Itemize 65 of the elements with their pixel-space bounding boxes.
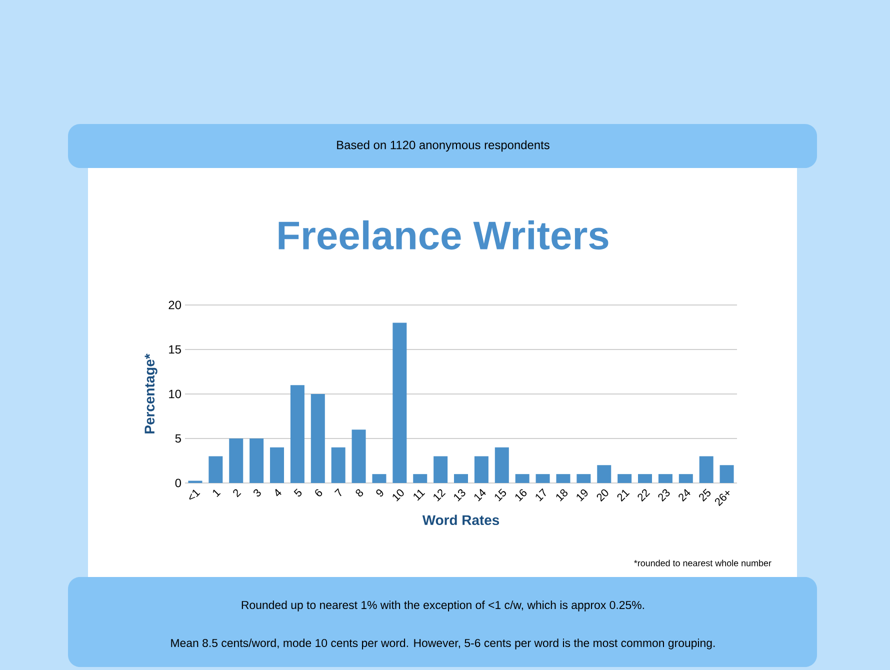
x-tick-label: 21 <box>617 490 630 502</box>
x-tick-label: 3 <box>254 489 261 497</box>
bar <box>208 456 223 483</box>
y-tick-label: 5 <box>175 434 181 443</box>
x-tick-label: 13 <box>454 489 466 502</box>
bar <box>229 438 244 483</box>
x-tick-label: 17 <box>536 488 546 502</box>
bar <box>699 456 714 483</box>
x-tick-label: 26+ <box>714 490 730 506</box>
x-tick-label: 4 <box>275 488 282 496</box>
bar <box>310 394 325 483</box>
x-tick-label: 5 <box>294 488 302 496</box>
x-tick-label: 19 <box>576 489 588 502</box>
x-tick-label: 23 <box>658 489 670 502</box>
x-tick-label: 22 <box>638 489 650 502</box>
text: Rounded up to nearest 1% with the exception of <1 c/w, which is approx 0.25%. <box>242 600 644 612</box>
x-tick-label: 6 <box>315 489 322 496</box>
x-axis-title: Word Rates <box>422 514 500 526</box>
x-tick-label: 16 <box>515 489 527 502</box>
bar <box>454 474 468 483</box>
bar <box>474 456 488 483</box>
y-tick-label: 20 <box>168 300 182 310</box>
bar <box>372 474 386 483</box>
x-tick-label: <1 <box>189 490 200 500</box>
bar <box>658 474 672 483</box>
x-tick-label: 7 <box>334 488 342 496</box>
text: *rounded to nearest whole number <box>634 560 772 566</box>
x-tick-label: 11 <box>414 490 426 501</box>
bar <box>331 447 346 483</box>
x-tick-label: 18 <box>556 489 568 502</box>
bar <box>352 430 366 483</box>
y-tick-label: 10 <box>169 390 182 398</box>
bar <box>556 474 570 483</box>
bar <box>270 447 284 483</box>
x-tick-label: 2 <box>233 489 242 498</box>
y-axis-title: Percentage* <box>144 354 158 434</box>
bar <box>413 474 428 483</box>
bar <box>290 385 304 483</box>
bar <box>515 474 530 483</box>
x-tick-label: 8 <box>356 489 364 497</box>
chart-title: Freelance Writers <box>278 220 608 250</box>
text: Mean 8.5 cents/word, mode 10 cents per word. However, 5-6 cents per word is the most common grouping. <box>171 638 715 650</box>
x-tick-label: 9 <box>376 489 384 497</box>
x-tick-label: 20 <box>596 489 608 502</box>
x-tick-label: 10 <box>392 489 404 502</box>
bar <box>434 456 448 483</box>
x-tick-label: 1 <box>212 490 221 498</box>
bar <box>536 474 550 483</box>
chart-subtitle: Based on 1120 anonymous respondents <box>337 140 550 152</box>
x-tick-label: 24 <box>678 489 690 502</box>
bar <box>638 474 652 483</box>
bar <box>597 465 612 483</box>
x-tick-label: 14 <box>474 488 486 502</box>
x-tick-label: 25 <box>699 488 711 502</box>
bar <box>576 474 591 483</box>
bar <box>392 322 407 483</box>
bar <box>678 474 693 483</box>
x-tick-label: 12 <box>434 489 446 502</box>
bar <box>494 447 509 483</box>
y-tick-label: 0 <box>175 478 182 488</box>
bar <box>250 438 264 483</box>
y-tick-label: 15 <box>169 345 181 354</box>
bar <box>618 474 632 483</box>
bar <box>720 465 734 483</box>
x-tick-label: 15 <box>494 488 506 502</box>
